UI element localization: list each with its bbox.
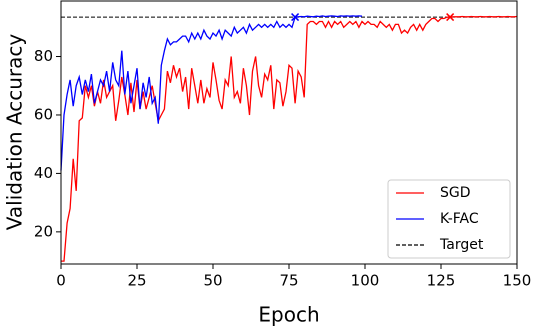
legend-label: SGD [440,185,471,201]
y-axis-label: Validation Accuracy [3,34,27,231]
series-line [61,15,518,262]
marker-stroke [446,13,455,22]
x-tick-label: 0 [56,272,66,290]
marker-stroke [291,13,300,22]
x-tick-label: 50 [203,272,222,290]
plot-frame [60,0,518,265]
x-tick-label: 150 [503,272,532,290]
reach-marker [291,13,300,22]
y-tick-label: 80 [34,47,53,65]
y-tick-label: 20 [34,222,53,240]
x-tick-label: 25 [127,272,146,290]
x-tick-label: 100 [351,272,380,290]
legend-label: Target [439,237,484,253]
x-axis-label: Epoch [258,303,319,327]
x-tick-label: 75 [279,272,298,290]
series-line [60,15,363,171]
reach-marker [446,13,455,22]
legend-label: K-FAC [440,211,479,227]
y-tick-label: 60 [34,105,53,123]
y-tick-label: 40 [34,164,53,182]
x-tick-label: 125 [427,272,456,290]
legend-box [387,179,511,259]
